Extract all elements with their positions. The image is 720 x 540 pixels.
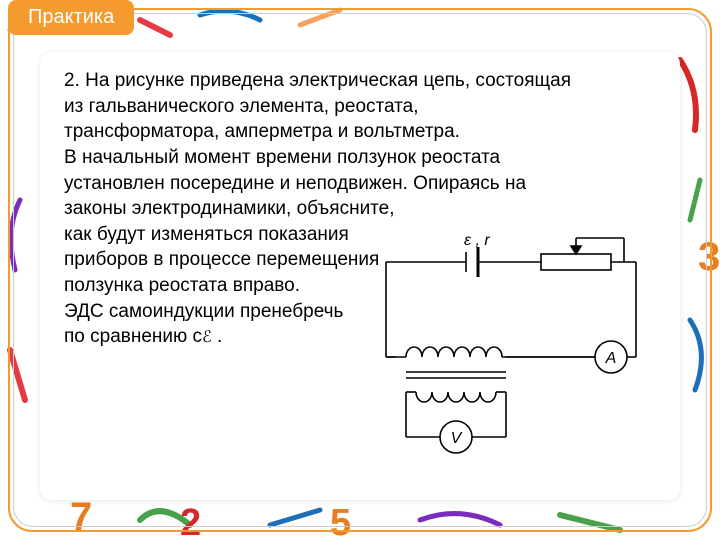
script-e: ℰ xyxy=(202,329,212,346)
circuit-diagram: ε , r A xyxy=(366,232,656,462)
t10: ЭДС самоиндукции пренебречь xyxy=(64,301,343,322)
t6: законы электродинамики, объясните, xyxy=(64,198,395,219)
t8: приборов в процессе перемещения xyxy=(64,249,379,270)
t5: установлен посередине и неподвижен. Опир… xyxy=(64,173,526,194)
period: . xyxy=(217,326,222,347)
t4: В начальный момент времени ползунок реос… xyxy=(64,147,500,168)
t7: как будут изменяться показания xyxy=(64,224,349,245)
problem-card: 2. На рисунке приведена электрическая це… xyxy=(40,52,680,500)
problem-number: 2. xyxy=(64,70,80,91)
t1: На рисунке приведена электрическая цепь,… xyxy=(85,70,571,91)
ammeter-label: A xyxy=(605,350,617,367)
emf-label: ε , r xyxy=(464,232,490,250)
t2: из гальванического элемента, реостата, xyxy=(64,96,418,117)
t11: по сравнению с xyxy=(64,326,202,347)
t9: ползунка реостата вправо. xyxy=(64,275,300,296)
tab-label: Практика xyxy=(28,6,114,28)
voltmeter-label: V xyxy=(451,430,463,447)
section-tab: Практика xyxy=(8,0,134,35)
t3: трансформатора, амперметра и вольтметра. xyxy=(64,121,460,142)
